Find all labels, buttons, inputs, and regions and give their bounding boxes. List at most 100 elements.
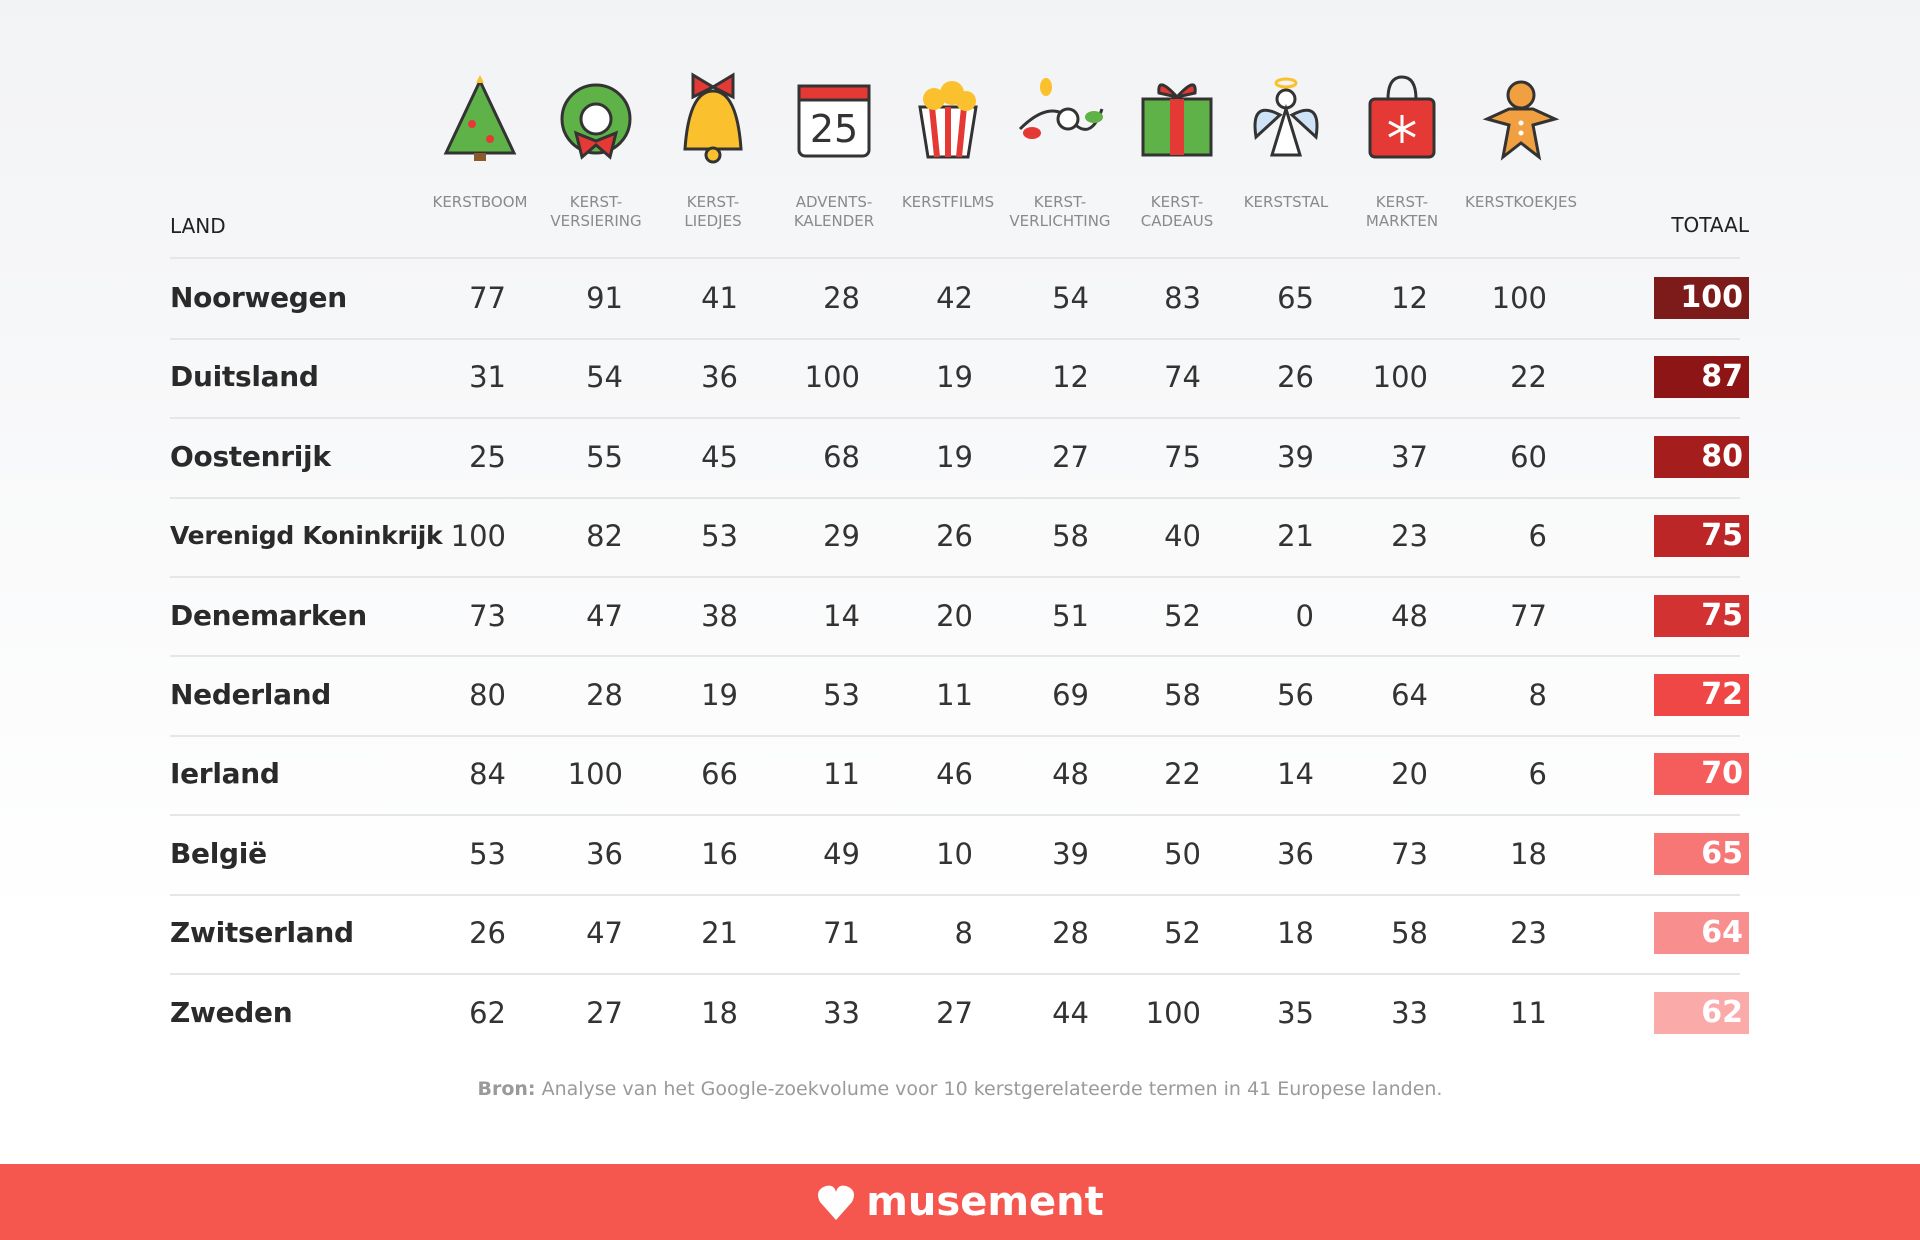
icon-bag <box>1368 75 1436 159</box>
cell-value: 12 <box>1391 281 1428 315</box>
cell-value: 41 <box>701 281 738 315</box>
total-score: 65 <box>1654 832 1749 875</box>
cell-value: 19 <box>936 439 973 474</box>
cell-value: 12 <box>1052 360 1089 395</box>
country-name: Noorwegen <box>170 281 347 314</box>
cell-value: 33 <box>1391 995 1428 1030</box>
cell-value: 73 <box>1391 836 1428 871</box>
cell-value: 91 <box>586 281 623 315</box>
column-header: KERST- LIEDJES <box>684 193 742 230</box>
country-name: België <box>170 836 267 870</box>
cell-value: 100 <box>804 360 860 395</box>
total-score: 100 <box>1654 277 1749 319</box>
icon-calendar: 25 <box>797 84 871 158</box>
cell-value: 84 <box>469 757 506 792</box>
cell-value: 50 <box>1164 836 1201 871</box>
cell-value: 36 <box>701 360 738 395</box>
country-name: Denemarken <box>170 598 367 632</box>
total-score: 64 <box>1654 912 1749 955</box>
column-header: KERSTKOEKJES <box>1465 193 1577 211</box>
row-rule <box>170 734 1740 737</box>
cell-value: 16 <box>701 836 738 871</box>
cell-value: 42 <box>936 281 973 315</box>
cell-value: 28 <box>1052 916 1089 951</box>
cell-value: 28 <box>823 281 860 315</box>
row-rule <box>170 655 1740 658</box>
country-name: Ierland <box>170 757 280 791</box>
total-score: 62 <box>1654 991 1749 1034</box>
cell-value: 100 <box>567 757 623 792</box>
cell-value: 45 <box>701 439 738 474</box>
cell-value: 11 <box>823 757 860 792</box>
cell-value: 71 <box>823 916 860 951</box>
cell-value: 22 <box>1164 757 1201 792</box>
country-name: Zweden <box>170 995 293 1029</box>
cell-value: 26 <box>936 519 973 554</box>
cell-value: 54 <box>586 360 623 395</box>
source-label: Bron: <box>477 1078 536 1100</box>
country-name: Oostenrijk <box>170 439 331 473</box>
cell-value: 31 <box>469 360 506 395</box>
country-name: Nederland <box>170 678 332 711</box>
total-score: 70 <box>1654 753 1749 796</box>
total-header: TOTAAL <box>1671 213 1749 237</box>
footer: musement <box>0 1164 1920 1240</box>
column-header: KERST- CADEAUS <box>1140 193 1214 230</box>
cell-value: 48 <box>1391 598 1428 633</box>
cell-value: 62 <box>469 995 506 1030</box>
row-rule <box>170 575 1740 578</box>
cell-value: 37 <box>1391 439 1428 474</box>
total-score: 87 <box>1654 356 1749 399</box>
icon-popcorn <box>918 81 978 159</box>
cell-value: 100 <box>1372 360 1428 395</box>
cell-value: 22 <box>1510 360 1547 395</box>
cell-value: 23 <box>1510 916 1547 951</box>
row-rule <box>170 893 1740 896</box>
brand: musement <box>0 1164 1920 1240</box>
cell-value: 8 <box>954 916 973 951</box>
column-header: KERST- VERSIERING <box>550 193 642 230</box>
cell-value: 100 <box>1145 995 1201 1030</box>
cell-value: 46 <box>936 757 973 792</box>
cell-value: 23 <box>1391 519 1428 554</box>
cell-value: 53 <box>701 519 738 554</box>
cell-value: 73 <box>469 598 506 633</box>
icons: 25 <box>443 72 1560 164</box>
cell-value: 6 <box>1528 519 1547 554</box>
column-header: KERSTBOOM <box>432 193 528 211</box>
icon-tree <box>443 75 517 161</box>
cell-value: 52 <box>1164 916 1201 951</box>
cell-value: 36 <box>586 836 623 871</box>
cell-value: 11 <box>936 678 973 712</box>
cell-value: 82 <box>586 519 623 554</box>
cell-value: 10 <box>936 836 973 871</box>
cell-value: 26 <box>469 916 506 951</box>
total-score: 80 <box>1654 435 1749 478</box>
cell-value: 54 <box>1052 281 1089 315</box>
source-note: Bron: Analyse van het Google-zoekvolume … <box>0 1078 1920 1100</box>
column-header: ADVENTS- KALENDER <box>793 193 875 230</box>
cell-value: 60 <box>1510 439 1547 474</box>
cell-value: 20 <box>936 598 973 633</box>
source-text: Analyse van het Google-zoekvolume voor 1… <box>541 1078 1443 1100</box>
cell-value: 27 <box>1052 439 1089 474</box>
country-name: Verenigd Koninkrijk <box>170 521 443 551</box>
cell-value: 18 <box>701 995 738 1030</box>
cell-value: 33 <box>823 995 860 1030</box>
cell-value: 100 <box>450 519 506 554</box>
cell-value: 69 <box>1052 678 1089 712</box>
cell-value: 83 <box>1164 281 1201 315</box>
icon-lights <box>1018 78 1104 139</box>
brand-logo <box>818 1185 855 1220</box>
total-score: 72 <box>1654 674 1749 716</box>
row-rule <box>170 496 1740 499</box>
calendar-day: 25 <box>810 107 858 151</box>
cell-value: 58 <box>1391 916 1428 951</box>
cell-value: 47 <box>586 598 623 633</box>
cell-value: 47 <box>586 916 623 951</box>
cell-value: 65 <box>1277 281 1314 315</box>
icon-gift <box>1141 83 1213 157</box>
total-score: 75 <box>1654 515 1749 558</box>
cell-value: 35 <box>1277 995 1314 1030</box>
country-header: LAND <box>170 214 226 238</box>
